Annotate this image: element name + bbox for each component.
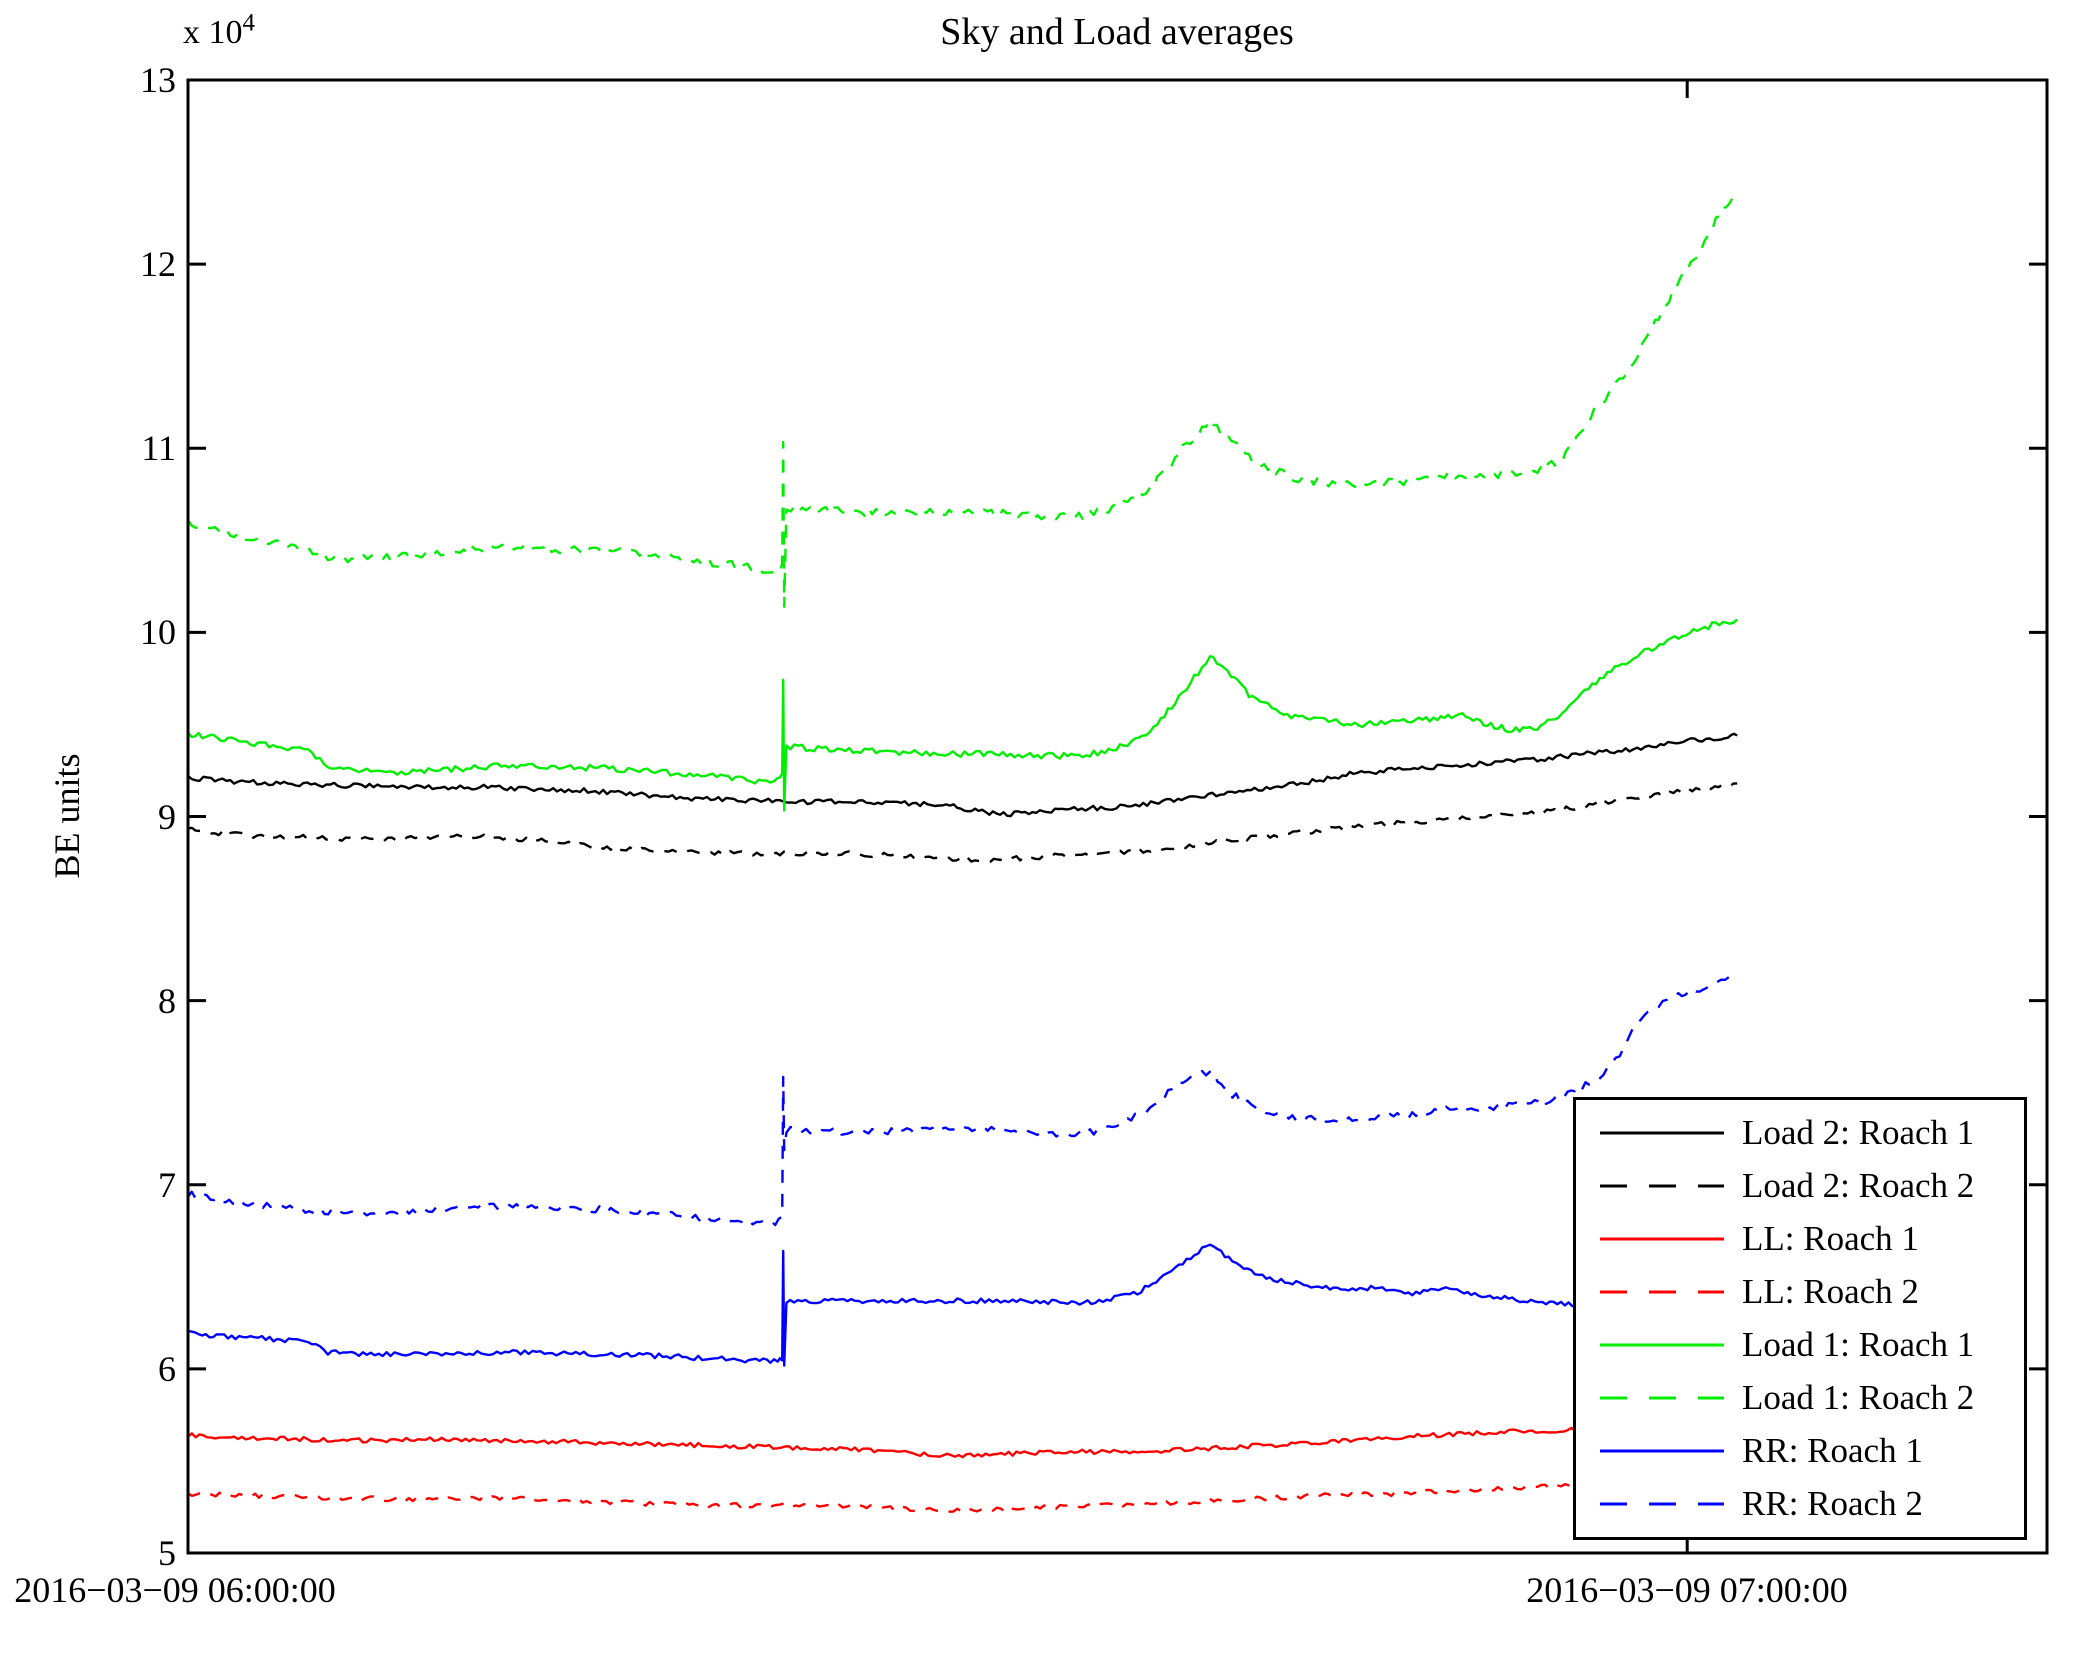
legend-line-sample (1600, 1502, 1724, 1506)
legend-item: LL: Roach 2 (1576, 1272, 2024, 1312)
x-tick-label: 2016−03−09 07:00:00 (1526, 1570, 1848, 1610)
series-load-2-roach-1 (189, 732, 1738, 818)
series-load-1-roach-1 (189, 618, 1738, 812)
legend-label: Load 1: Roach 2 (1742, 1378, 1975, 1418)
y-tick-label: 8 (158, 981, 176, 1021)
legend-item: LL: Roach 1 (1576, 1219, 2024, 1259)
legend-item: RR: Roach 1 (1576, 1431, 2024, 1471)
y-tick-label: 5 (158, 1533, 176, 1573)
legend-label: Load 2: Roach 2 (1742, 1165, 1975, 1205)
y-tick-label: 11 (141, 428, 176, 468)
legend-line-sample (1600, 1290, 1724, 1294)
x-tick-label: 2016−03−09 06:00:00 (14, 1570, 336, 1610)
y-tick-label: 10 (140, 612, 176, 652)
y-tick-label: 13 (140, 60, 176, 100)
legend-item: Load 2: Roach 2 (1576, 1166, 2024, 1206)
y-tick-label: 9 (158, 797, 176, 837)
legend-line-sample (1600, 1184, 1724, 1188)
chart-title: Sky and Load averages (940, 11, 1294, 53)
legend: Load 2: Roach 1 Load 2: Roach 2 LL: Roac… (1573, 1097, 2027, 1540)
legend-item: RR: Roach 2 (1576, 1484, 2024, 1524)
legend-line-sample (1600, 1396, 1724, 1400)
series-ll-roach-1 (189, 1422, 1738, 1459)
y-axis-exponent: x 104 (183, 11, 255, 52)
legend-item: Load 2: Roach 1 (1576, 1113, 2024, 1153)
legend-line-sample (1600, 1237, 1724, 1241)
series-rr-roach-1 (189, 1243, 1738, 1367)
legend-label: Load 1: Roach 1 (1742, 1325, 1975, 1365)
legend-line-sample (1600, 1131, 1724, 1135)
legend-label: Load 2: Roach 1 (1742, 1112, 1975, 1152)
y-exp-power: 4 (242, 9, 256, 37)
legend-line-sample (1600, 1449, 1724, 1453)
legend-label: RR: Roach 2 (1742, 1484, 1923, 1524)
series-rr-roach-2 (189, 973, 1739, 1227)
series-load-1-roach-2 (189, 194, 1738, 608)
y-tick-label: 12 (140, 244, 176, 284)
legend-label: LL: Roach 1 (1742, 1218, 1919, 1258)
legend-label: RR: Roach 1 (1742, 1431, 1923, 1471)
y-tick-label: 7 (158, 1165, 176, 1205)
legend-line-sample (1600, 1343, 1724, 1347)
series-ll-roach-2 (189, 1476, 1738, 1514)
legend-item: Load 1: Roach 1 (1576, 1325, 2024, 1365)
series-load-2-roach-2 (189, 782, 1738, 864)
y-exp-base: x 10 (183, 14, 243, 51)
legend-item: Load 1: Roach 2 (1576, 1378, 2024, 1418)
legend-label: LL: Roach 2 (1742, 1271, 1919, 1311)
y-tick-label: 6 (158, 1349, 176, 1389)
